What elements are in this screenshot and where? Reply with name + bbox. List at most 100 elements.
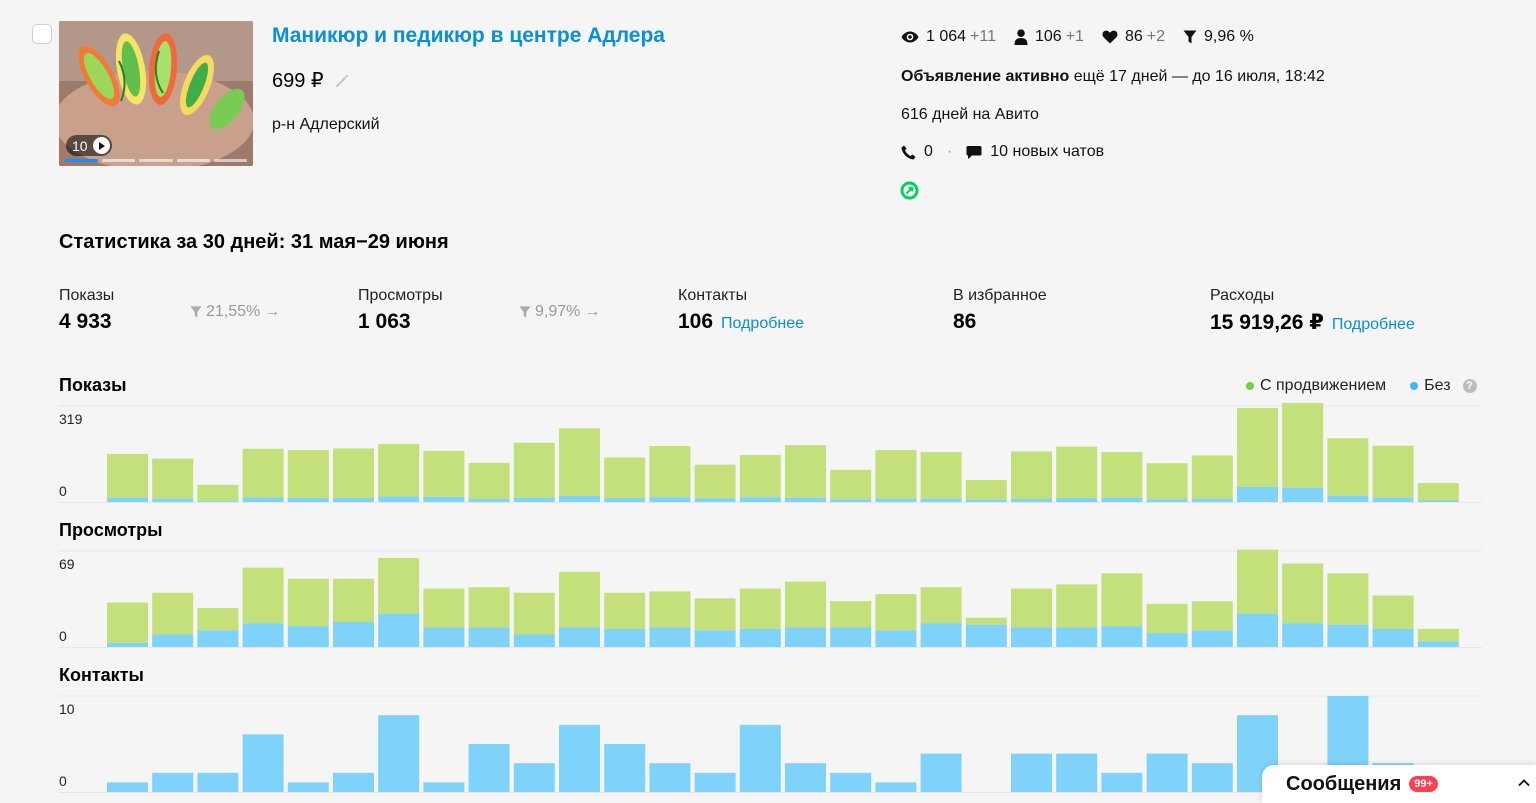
bar-organic	[604, 498, 646, 502]
bar-organic	[1146, 633, 1188, 647]
bar-promo	[1327, 573, 1369, 625]
bar-promo	[152, 458, 194, 499]
bar-promo	[468, 462, 510, 499]
y-tick-label: 10	[59, 701, 75, 717]
bar-organic	[468, 498, 510, 502]
bar-organic	[694, 772, 736, 792]
bar-organic	[513, 497, 555, 502]
views-metric: 1 064 +11	[901, 28, 996, 46]
chart-legend: С продвижением Без ?	[1246, 377, 1477, 395]
chats-link[interactable]: 10 новых чатов	[990, 143, 1105, 160]
bar-promo	[1372, 595, 1414, 629]
bar-promo	[378, 557, 420, 614]
photo-pager-dot[interactable]	[176, 159, 210, 162]
bar-promo	[785, 445, 826, 498]
bar-promo	[1282, 402, 1324, 488]
bar-promo	[1011, 588, 1052, 628]
help-icon[interactable]: ?	[1462, 379, 1477, 393]
bar-organic	[1327, 495, 1369, 502]
messages-panel-toggle[interactable]: Сообщения 99+	[1262, 765, 1536, 803]
bar-promo	[242, 567, 284, 624]
promotion-icon[interactable]	[900, 181, 919, 200]
y-tick-label: 319	[59, 411, 83, 427]
conversion-views-to-contacts[interactable]: 9,97% →	[519, 303, 600, 321]
photo-pager-dot[interactable]	[213, 159, 248, 162]
bar-promo	[1417, 628, 1459, 642]
bar-organic	[242, 497, 284, 502]
bar-promo	[333, 578, 374, 622]
conversion-impressions-to-views[interactable]: 21,55% →	[190, 303, 280, 321]
phone-icon	[901, 145, 916, 159]
bar-organic	[694, 630, 736, 647]
bar-organic	[107, 642, 148, 647]
bar-promo	[152, 592, 194, 635]
bar-promo	[1237, 408, 1278, 487]
bar-organic	[107, 497, 148, 502]
listing-select-checkbox[interactable]	[32, 24, 52, 44]
bar-organic	[152, 498, 194, 502]
kpi-value: 1 063	[358, 310, 443, 334]
bar-organic	[785, 497, 826, 502]
bar-organic	[107, 782, 148, 792]
bar-organic	[1372, 497, 1414, 502]
photo-count-badge: 10	[66, 135, 112, 156]
edit-price-icon[interactable]	[334, 73, 350, 89]
user-icon	[1014, 29, 1028, 45]
bar-organic	[965, 624, 1007, 647]
contacts-details-link[interactable]: Подробнее	[721, 315, 805, 332]
listing-photo[interactable]: 10	[59, 21, 253, 166]
bar-promo	[1011, 451, 1052, 499]
kpi-contacts: Контакты 106 Подробнее	[678, 287, 804, 334]
listing-title-link[interactable]: Маникюр и педикюр в центре Адлера	[272, 24, 665, 47]
bar-promo	[739, 588, 781, 629]
kpi-label: В избранное	[953, 287, 1047, 304]
bar-organic	[287, 626, 329, 647]
bar-promo	[1327, 438, 1369, 496]
bar-organic	[875, 498, 917, 502]
play-icon[interactable]	[92, 137, 110, 154]
bar-organic	[830, 627, 872, 647]
stats-heading: Статистика за 30 дней: 31 мая−29 июня	[59, 231, 449, 253]
bar-organic	[197, 501, 239, 502]
contacts-delta: +1	[1065, 28, 1084, 45]
bar-organic	[1191, 630, 1233, 647]
bar-promo	[1101, 452, 1143, 498]
bar-promo	[1101, 573, 1143, 627]
photo-pager-dot[interactable]	[102, 159, 136, 162]
expenses-details-link[interactable]: Подробнее	[1331, 316, 1415, 333]
price-value: 699 ₽	[272, 70, 324, 92]
kpi-label: Расходы	[1210, 287, 1275, 304]
bar-organic	[1191, 498, 1233, 502]
bar-organic	[1417, 500, 1459, 502]
separator-dot: ·	[946, 143, 953, 160]
bar-promo	[830, 601, 872, 628]
bar-organic	[739, 497, 781, 502]
bar-organic	[739, 628, 781, 647]
chart-title-views: Просмотры	[59, 520, 163, 540]
bar-promo	[1282, 563, 1324, 624]
bar-organic	[513, 634, 555, 647]
photo-pager-dot[interactable]	[65, 159, 99, 162]
kpi-impressions: Показы 4 933	[59, 287, 114, 334]
bar-promo	[1191, 455, 1233, 499]
kpi-value-text: 106	[678, 310, 714, 333]
kpi-value-text: 1 063	[358, 310, 411, 333]
messages-label: Сообщения	[1286, 772, 1402, 795]
bar-organic	[830, 499, 872, 502]
photo-pager-dot[interactable]	[139, 159, 173, 162]
messages-badge: 99+	[1409, 776, 1438, 792]
bar-organic	[468, 627, 510, 647]
bar-promo	[197, 484, 239, 502]
bar-organic	[333, 621, 374, 647]
bar-organic	[920, 753, 962, 792]
bar-organic	[559, 495, 600, 502]
bar-organic	[1282, 623, 1324, 647]
bar-promo	[242, 448, 284, 498]
photo-pager	[65, 159, 248, 162]
bar-organic	[785, 763, 826, 792]
bar-organic	[785, 627, 826, 647]
listing-metrics: 1 064 +11 106 +1 86 +2 9,96 %	[901, 28, 1254, 46]
bar-organic	[1327, 624, 1369, 647]
bar-organic	[1101, 497, 1143, 502]
